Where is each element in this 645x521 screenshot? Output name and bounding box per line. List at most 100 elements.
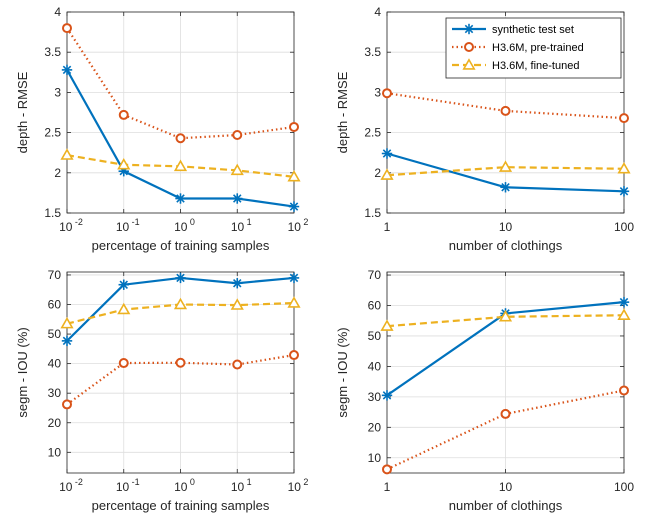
- x-axis-label: percentage of training samples: [92, 238, 270, 253]
- y-tick-label: 40: [48, 357, 62, 371]
- data-point: [382, 88, 392, 99]
- data-point: [232, 278, 243, 289]
- x-tick-label: 1: [384, 220, 391, 234]
- x-tick-label: 10 -2: [59, 477, 83, 494]
- data-point: [498, 160, 513, 172]
- series-line: [386, 92, 625, 120]
- x-tick-label: 1: [384, 480, 391, 494]
- x-tick-label: 10: [499, 220, 513, 234]
- data-point: [62, 23, 72, 34]
- data-point: [382, 464, 392, 475]
- y-tick-label: 3.5: [364, 45, 381, 59]
- y-tick-label: 4: [374, 5, 381, 19]
- data-point: [60, 148, 74, 160]
- y-tick-label: 3: [374, 85, 381, 99]
- data-point: [117, 157, 131, 170]
- chart-panel-3: 10 20 30 40 50 60 70 10 -2 10 -1 10 0 10 1 10 2 perc…: [15, 268, 308, 513]
- x-tick-label: 100: [614, 480, 634, 494]
- data-point: [232, 193, 243, 204]
- series-1: [61, 272, 300, 347]
- y-tick-label: 70: [368, 268, 382, 282]
- data-point: [175, 272, 186, 284]
- data-point: [619, 113, 629, 124]
- y-tick-label: 2.5: [44, 126, 61, 140]
- x-tick-label: 100: [614, 220, 634, 234]
- chart-panel-2: 1.5 2 2.5 3 3.5 4 1 10 100 number of clothings dep…: [335, 5, 634, 253]
- data-point: [118, 109, 129, 120]
- legend-marker: [463, 23, 475, 35]
- y-tick-label: 1.5: [44, 206, 61, 220]
- series-3: [380, 160, 631, 180]
- legend-marker: [462, 58, 476, 70]
- data-point: [289, 121, 299, 132]
- x-tick-label: 10 1: [231, 477, 252, 494]
- y-tick-label: 50: [48, 327, 62, 341]
- data-point: [500, 408, 511, 419]
- legend-marker: [464, 42, 474, 52]
- series-1: [381, 148, 630, 197]
- y-tick-label: 20: [368, 420, 382, 434]
- data-point: [118, 279, 129, 290]
- data-point: [232, 130, 243, 141]
- x-axis-label: number of clothings: [449, 238, 563, 253]
- data-point: [173, 159, 188, 172]
- y-tick-label: 3: [54, 85, 61, 99]
- y-tick-label: 20: [48, 416, 62, 430]
- y-tick-label: 30: [368, 390, 382, 404]
- x-tick-label: 10 -1: [116, 217, 140, 234]
- y-tick-label: 4: [54, 5, 61, 19]
- legend: synthetic test set H3.6M, pre-trained H3.6…: [445, 17, 622, 79]
- data-point: [500, 105, 511, 116]
- data-point: [175, 193, 186, 204]
- x-tick-label: 10 2: [288, 477, 309, 494]
- data-point: [175, 357, 186, 368]
- chart-panel-1: 1.5 2 2.5 3 3.5 4 10 -2 10 -1 10 0 10 1 10 2 percen…: [15, 5, 308, 253]
- legend-entry: H3.6M, fine-tuned: [492, 60, 579, 72]
- data-point: [117, 302, 131, 315]
- legend-entry: synthetic test set: [492, 24, 574, 36]
- series-2: [62, 23, 299, 144]
- data-point: [287, 170, 301, 182]
- data-point: [118, 358, 129, 369]
- y-axis-label: depth - RMSE: [335, 71, 350, 153]
- x-tick-label: 10 -1: [116, 477, 140, 494]
- y-tick-label: 1.5: [364, 206, 381, 220]
- y-tick-label: 2: [374, 166, 381, 180]
- data-point: [230, 298, 244, 310]
- series-3: [380, 308, 631, 331]
- data-point: [175, 133, 186, 144]
- series-line: [386, 314, 625, 328]
- data-point: [500, 182, 511, 193]
- x-axis-label: percentage of training samples: [92, 498, 270, 513]
- data-point: [60, 316, 74, 329]
- y-tick-label: 2: [54, 166, 61, 180]
- y-axis-label: segm - IOU (%): [15, 327, 30, 417]
- x-tick-label: 10 0: [174, 477, 195, 494]
- data-point: [617, 161, 631, 174]
- data-point: [287, 296, 301, 308]
- y-tick-label: 60: [368, 299, 382, 313]
- data-point: [173, 297, 188, 310]
- series-2: [62, 350, 299, 410]
- data-point: [380, 319, 394, 331]
- series-line: [386, 166, 625, 177]
- series-3: [60, 148, 301, 182]
- data-point: [619, 385, 629, 396]
- data-point: [498, 309, 513, 322]
- x-tick-label: 10 0: [174, 217, 195, 234]
- chart-panel-4: 10 20 30 40 50 60 70 1 10 100 number of clothings s…: [335, 268, 634, 513]
- y-tick-label: 50: [368, 329, 382, 343]
- data-point: [232, 359, 243, 370]
- y-tick-label: 30: [48, 386, 62, 400]
- series-3: [60, 296, 301, 329]
- y-axis-label: depth - RMSE: [15, 71, 30, 153]
- series-2: [382, 88, 629, 124]
- data-point: [288, 272, 300, 284]
- series-2: [382, 385, 629, 475]
- x-axis-label: number of clothings: [449, 498, 563, 513]
- data-point: [230, 163, 244, 176]
- x-tick-label: 10 2: [288, 217, 309, 234]
- data-point: [381, 148, 393, 159]
- y-tick-label: 10: [368, 451, 382, 465]
